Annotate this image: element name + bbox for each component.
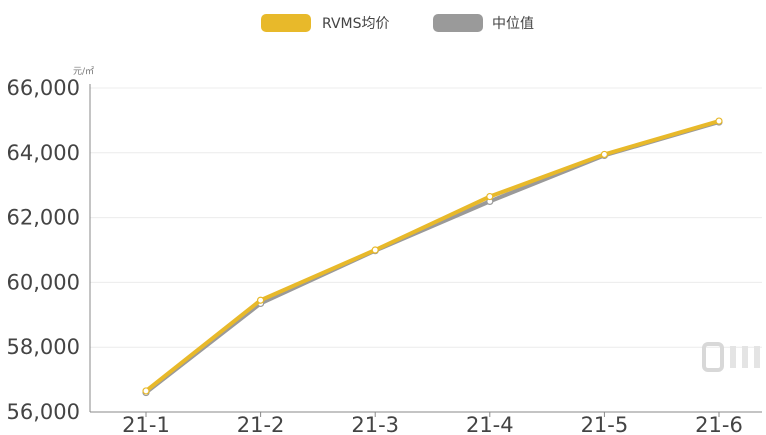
y-tick-label: 60,000 [7, 270, 80, 294]
x-tick-label: 21-2 [237, 413, 285, 435]
grid-lines [90, 87, 762, 348]
data-point [257, 296, 265, 304]
series-line [144, 119, 721, 393]
series-lines [142, 117, 723, 397]
data-point [715, 117, 723, 125]
x-tick-labels: 21-1 21-2 21-3 21-4 21-5 21-6 [122, 413, 743, 435]
y-tick-label: 58,000 [7, 335, 80, 359]
x-tick-label: 21-4 [466, 413, 514, 435]
legend-swatch [261, 14, 311, 32]
data-point [371, 246, 379, 254]
axes [89, 84, 762, 417]
x-tick-label: 21-3 [351, 413, 399, 435]
y-tick-label: 66,000 [7, 76, 80, 100]
x-tick-label: 21-6 [695, 413, 743, 435]
data-point [600, 150, 609, 159]
x-tick-label: 21-5 [581, 413, 629, 435]
legend-swatch [433, 14, 483, 32]
x-tick-label: 21-1 [122, 413, 170, 435]
y-tick-label: 56,000 [7, 400, 80, 424]
y-tick-labels: 56,000 58,000 60,000 62,000 64,000 66,000 [7, 76, 80, 424]
data-point [142, 387, 150, 395]
y-tick-label: 62,000 [7, 206, 80, 230]
y-unit-label: 元/㎡ [73, 66, 94, 77]
legend-label: RVMS均价 [322, 16, 390, 32]
legend: RVMS均价 中位值 [261, 14, 534, 32]
legend-label: 中位值 [492, 16, 534, 32]
series-line [144, 120, 721, 395]
data-point [486, 192, 494, 201]
watermark-logo-icon [702, 342, 760, 372]
y-tick-label: 64,000 [7, 141, 80, 165]
